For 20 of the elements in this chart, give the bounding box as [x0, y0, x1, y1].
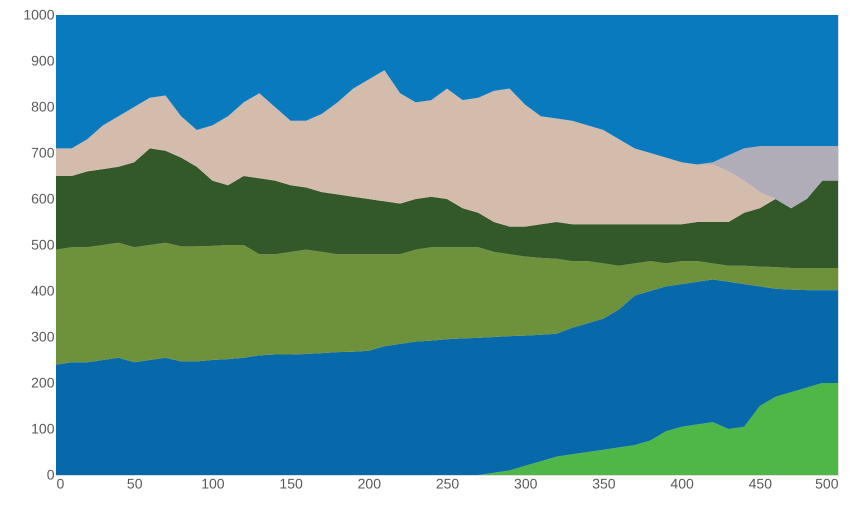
y-tick-label: 300	[31, 328, 55, 344]
x-tick-label: 150	[279, 476, 303, 492]
x-tick-label: 450	[748, 476, 772, 492]
x-tick-label: 500	[815, 476, 839, 492]
x-tick-label: 350	[592, 476, 616, 492]
y-tick-label: 100	[31, 420, 55, 436]
y-tick-label: 200	[31, 374, 55, 390]
y-tick-label: 500	[31, 236, 55, 252]
y-tick-label: 1000	[23, 6, 55, 22]
y-tick-label: 400	[31, 282, 55, 298]
y-tick-label: 800	[31, 98, 55, 114]
x-tick-label: 50	[126, 476, 143, 492]
x-tick-label: 250	[436, 476, 460, 492]
y-tick-label: 900	[31, 52, 55, 68]
x-tick-label: 100	[201, 476, 225, 492]
y-tick-label: 700	[31, 144, 55, 160]
x-tick-label: 200	[358, 476, 382, 492]
x-tick-label: 300	[514, 476, 538, 492]
y-tick-label: 600	[31, 190, 55, 206]
x-tick-label: 400	[670, 476, 694, 492]
